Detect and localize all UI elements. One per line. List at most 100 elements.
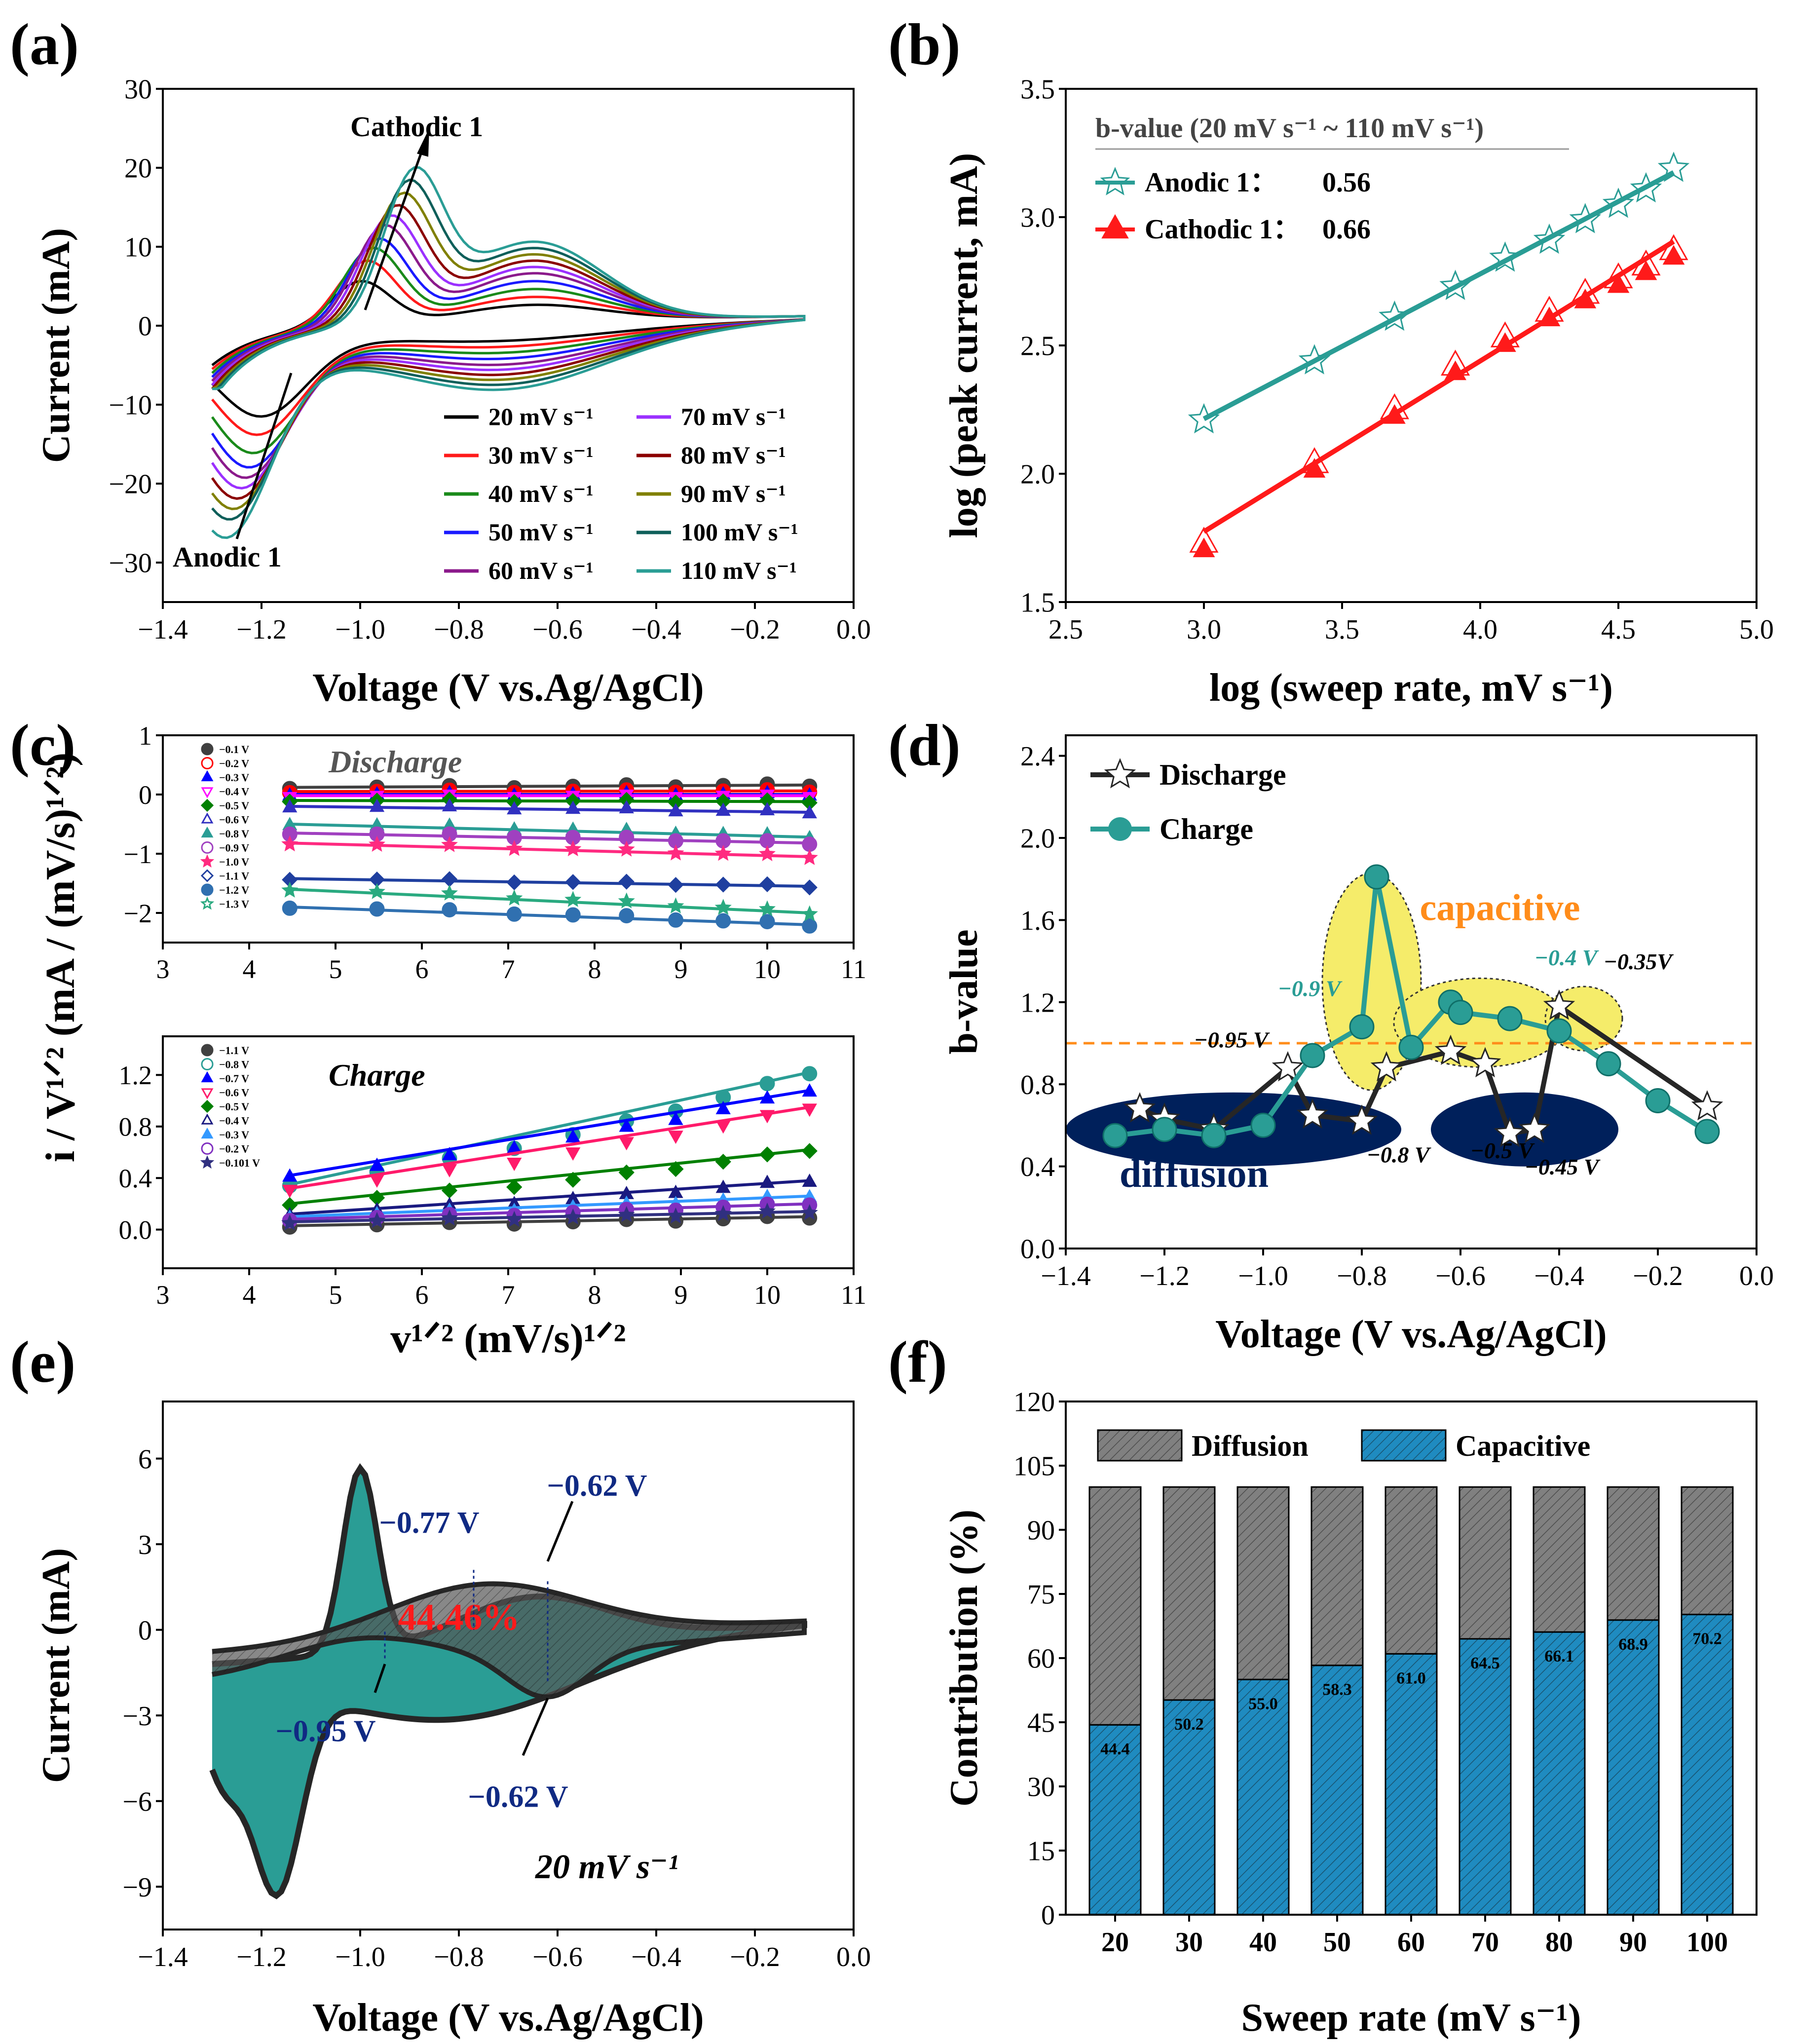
- legend-marker: [201, 757, 214, 769]
- data-point: [1296, 1098, 1329, 1129]
- data-point: [441, 1209, 458, 1226]
- legend-marker: [201, 1142, 214, 1155]
- y-tick-label: 0.0: [119, 1215, 152, 1245]
- data-point: [715, 1100, 731, 1114]
- data-point: [1250, 1112, 1276, 1138]
- data-point: [1596, 1051, 1621, 1077]
- data-point: [618, 1164, 635, 1181]
- data-point: [715, 876, 731, 893]
- fit-line: [290, 799, 810, 803]
- y-tick-label: 3: [138, 1530, 152, 1560]
- data-point: [715, 802, 731, 816]
- data-point: [565, 874, 581, 890]
- data-point: [565, 1147, 581, 1161]
- data-point: [1201, 1123, 1227, 1148]
- x-tick-label: 90: [1619, 1927, 1647, 1958]
- data-point: [1300, 1043, 1325, 1068]
- data-point: [1546, 1018, 1572, 1044]
- data-point-fill: [1574, 288, 1597, 308]
- bar-value-label: 66.1: [1544, 1647, 1574, 1665]
- fit-line: [290, 789, 810, 793]
- legend-label: −0.9 V: [219, 842, 249, 854]
- subplot-title: Discharge: [328, 744, 462, 779]
- legend-label: 40 mV s⁻¹: [488, 480, 594, 507]
- legend-label: −1.1 V: [219, 1044, 249, 1057]
- x-tick-label: 5: [329, 954, 342, 984]
- x-tick-label: 7: [502, 1280, 515, 1310]
- data-point: [715, 913, 731, 929]
- data-point-fill: [1193, 537, 1215, 558]
- data-point: [759, 914, 775, 930]
- legend-marker: [1104, 758, 1136, 789]
- x-tick-label: 6: [415, 1280, 429, 1310]
- x-tick-label: 40: [1249, 1927, 1277, 1958]
- data-point: [1533, 223, 1566, 254]
- data-point: [1349, 1014, 1375, 1040]
- y-tick-label: 60: [1027, 1644, 1055, 1674]
- fit-line: [290, 805, 810, 814]
- data-point: [1298, 344, 1331, 375]
- panel-e: (e) −1.4 −1.2 −1.0 −0.8 −0.6 −0.4 −0.2 0.0 −9 −6 −3…: [10, 1329, 871, 2040]
- data-point: [618, 873, 635, 890]
- legend-label: −0.2 V: [219, 757, 249, 770]
- data-point: [565, 1172, 581, 1188]
- data-point: [619, 908, 635, 924]
- y-tick-label: 1.2: [119, 1060, 152, 1090]
- legend-label: −1.1 V: [219, 870, 249, 882]
- data-point: [564, 1208, 582, 1225]
- legend-marker: [1101, 214, 1129, 239]
- data-point: [507, 1157, 522, 1171]
- data-point-fill: [1635, 260, 1657, 280]
- legend-label: −0.6 V: [219, 814, 249, 826]
- data-point: [668, 1111, 683, 1125]
- x-tick-label: 11: [841, 954, 866, 984]
- subplot-title: Charge: [329, 1058, 425, 1093]
- legend-label: Capacitive: [1456, 1430, 1590, 1462]
- point-annotation: −0.9 V: [1278, 976, 1343, 1001]
- x-axis-label: Voltage (V vs.Ag/AgCl): [1215, 1313, 1607, 1356]
- fit-line: [290, 783, 810, 789]
- data-point: [282, 1184, 298, 1198]
- legend-swatch-hatch: [1098, 1430, 1182, 1461]
- bar-diffusion-hatch: [1385, 1487, 1437, 1654]
- data-point: [1448, 1000, 1473, 1025]
- bar-value-label: 61.0: [1396, 1669, 1426, 1687]
- legend-label: −0.3 V: [219, 1129, 249, 1141]
- panel-label: (e): [10, 1329, 75, 1395]
- legend-label: −1.3 V: [219, 898, 249, 910]
- data-point: [442, 798, 457, 812]
- data-point: [1489, 241, 1521, 272]
- data-point: [802, 1103, 817, 1117]
- bar-diffusion-hatch: [1237, 1487, 1289, 1680]
- data-point: [714, 899, 732, 915]
- y-tick-label: 0: [1041, 1900, 1055, 1931]
- x-tick-label: −0.6: [532, 614, 583, 645]
- data-point: [282, 1168, 298, 1182]
- x-tick-label: 5: [329, 1280, 342, 1310]
- bar-value-label: 44.4: [1100, 1740, 1130, 1758]
- x-axis-label: Voltage (V vs.Ag/AgCl): [312, 1996, 704, 2040]
- bar-diffusion-hatch: [1534, 1487, 1585, 1632]
- data-point: [1152, 1117, 1177, 1142]
- data-point: [506, 1179, 523, 1195]
- y-tick-label: 0.0: [1020, 1234, 1055, 1265]
- data-point: [668, 877, 684, 893]
- legend-label: −0.2 V: [219, 1143, 249, 1155]
- data-point: [801, 1143, 818, 1159]
- legend-marker: [201, 883, 214, 896]
- data-point: [618, 892, 635, 908]
- data-point: [668, 912, 683, 928]
- capacitive-hatch: [212, 1584, 804, 1697]
- legend-title: b-value (20 mV s⁻¹ ~ 110 mV s⁻¹): [1095, 113, 1484, 144]
- data-point: [1494, 1117, 1526, 1147]
- cv-curve: [211, 166, 806, 539]
- x-axis-label: v¹ᐟ² (mV/s)¹ᐟ²: [390, 1316, 626, 1362]
- pointer: [522, 1698, 549, 1756]
- annotation-cathodic: Cathodic 1: [350, 111, 483, 143]
- bar-value-label: 50.2: [1174, 1715, 1204, 1734]
- data-point: [1691, 1090, 1723, 1121]
- y-tick-label: −9: [122, 1872, 152, 1903]
- data-point: [1569, 203, 1602, 233]
- fit-line: [1202, 239, 1675, 534]
- legend-marker: [200, 896, 215, 910]
